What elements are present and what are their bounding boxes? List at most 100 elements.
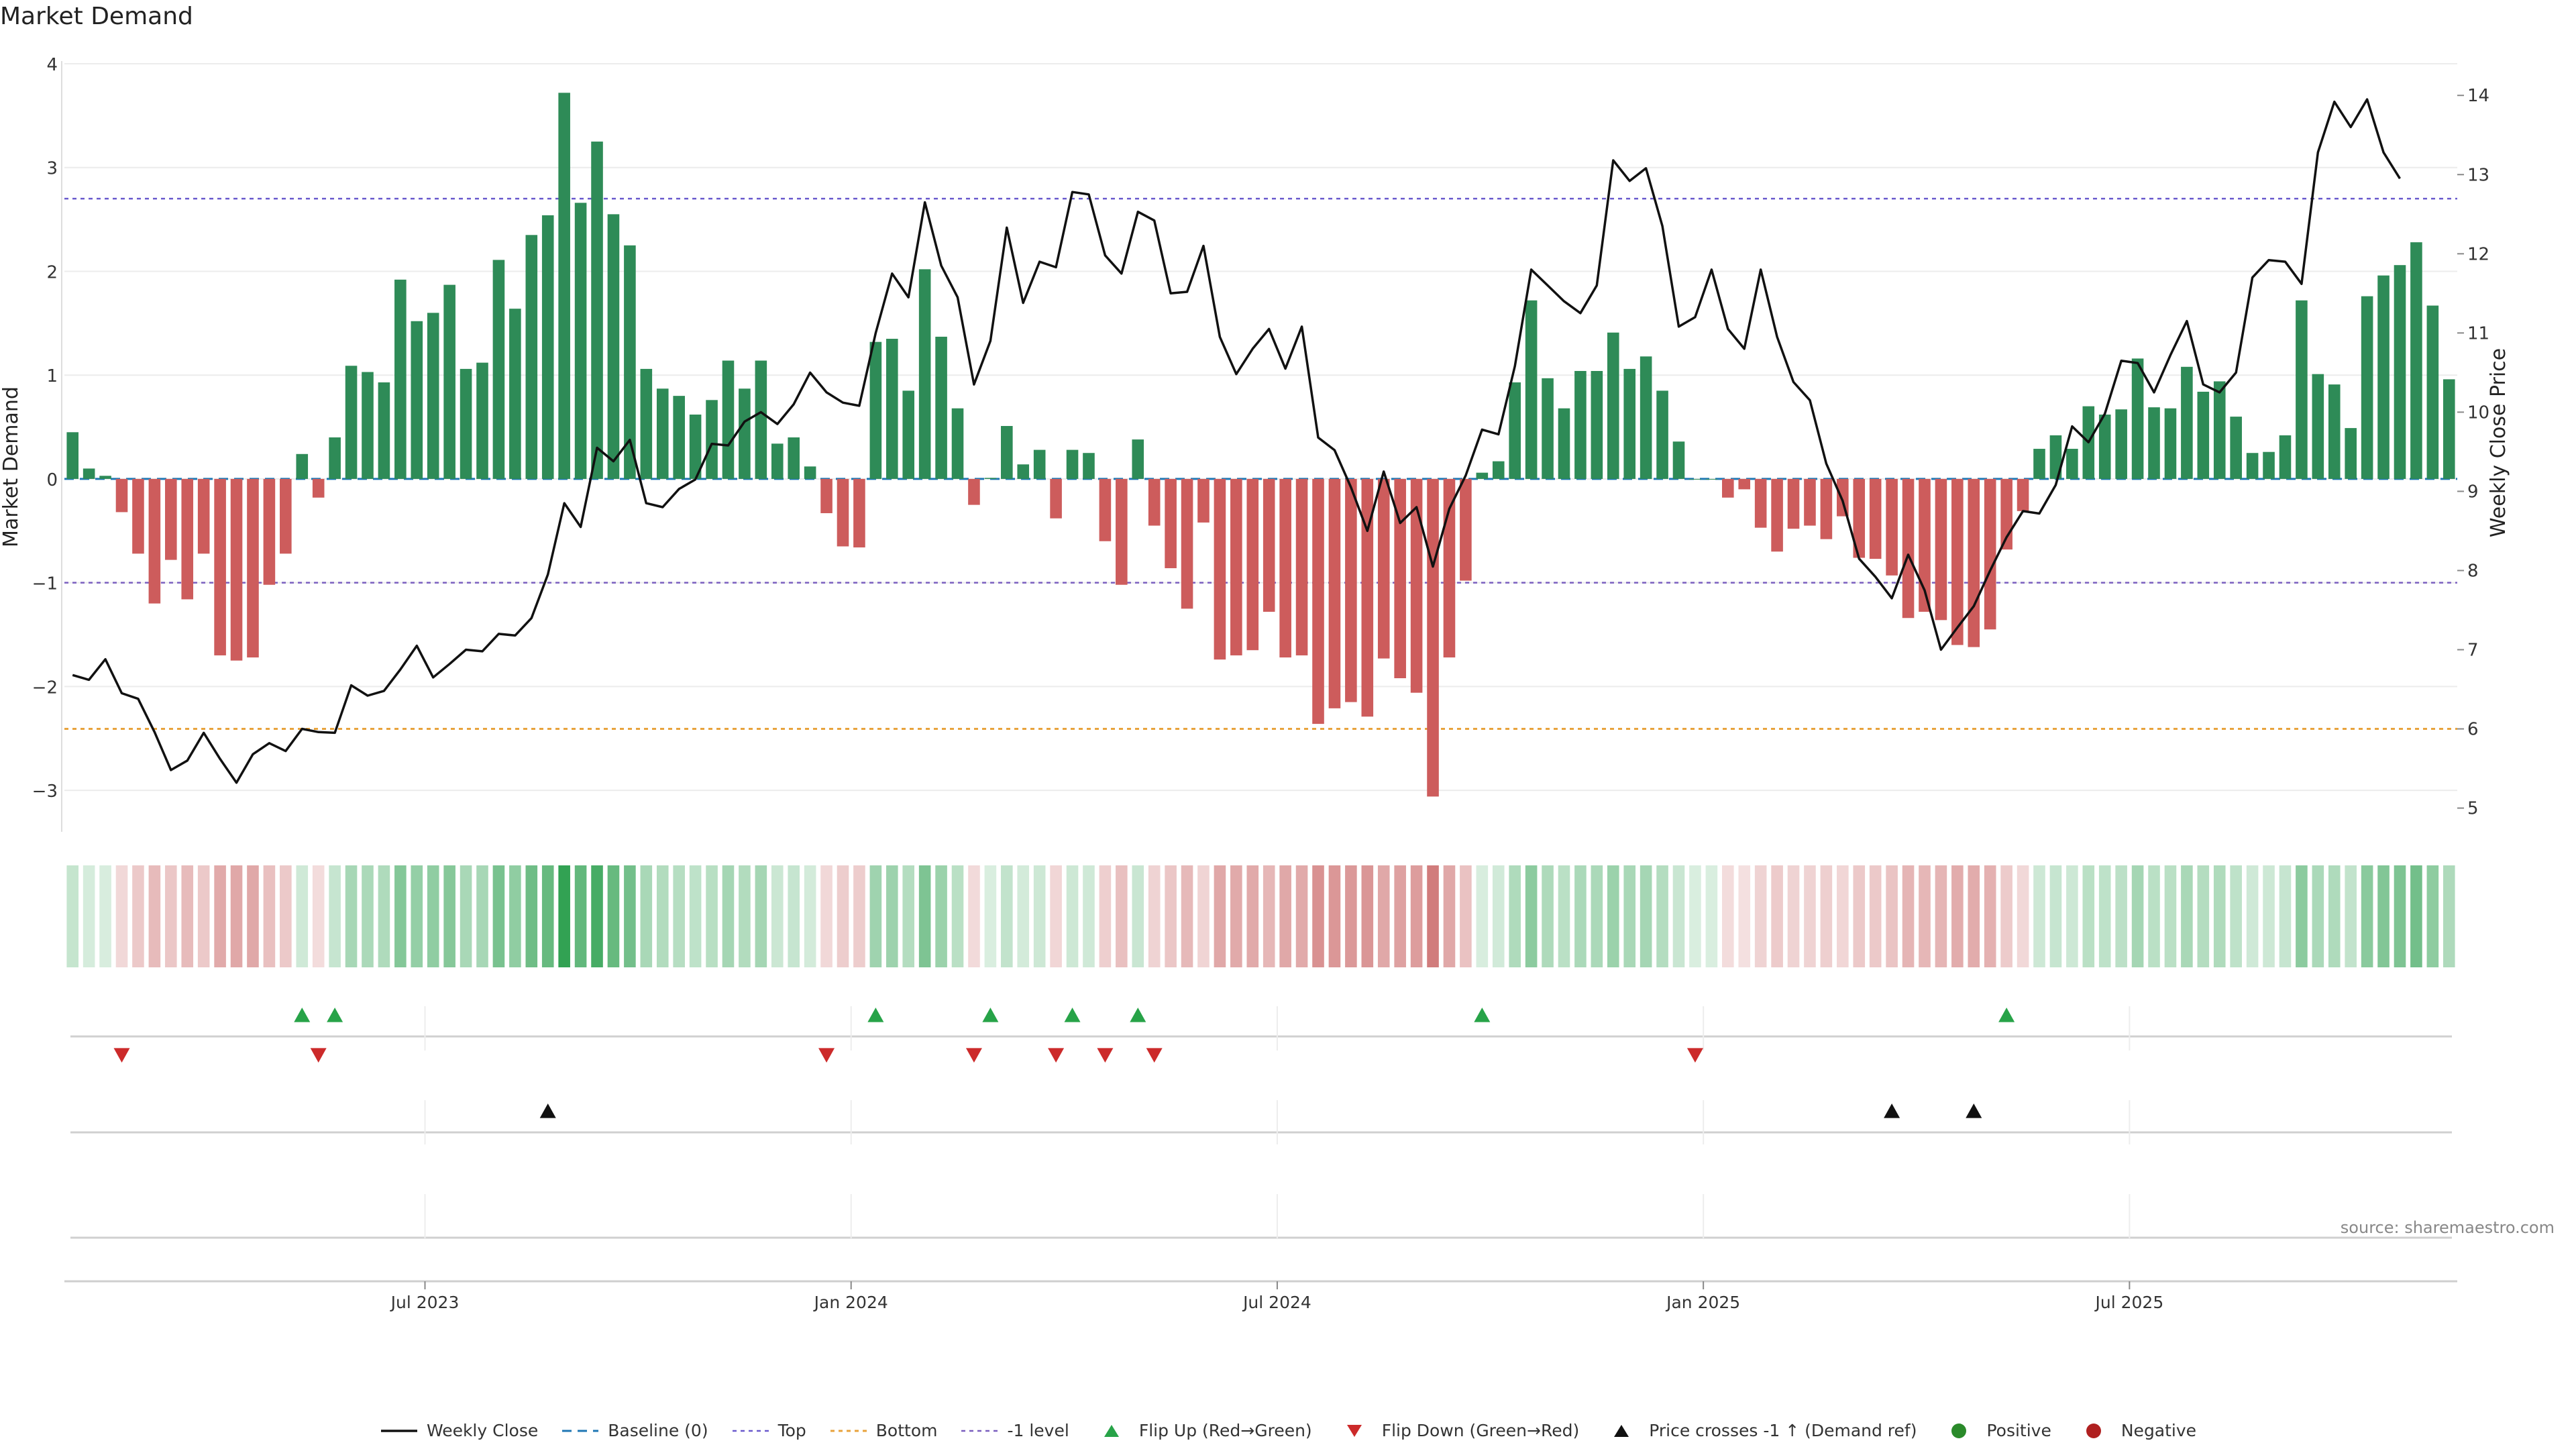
demand-bar — [1837, 478, 1849, 517]
demand-bar — [476, 362, 488, 479]
heatmap-cell — [1361, 865, 1374, 967]
demand-bar — [2443, 379, 2455, 479]
demand-bar — [1050, 478, 1062, 519]
heatmap-cell — [853, 865, 865, 967]
demand-bar — [1492, 461, 1505, 479]
heatmap-cell — [2410, 865, 2422, 967]
flip-down-marker — [818, 1048, 835, 1063]
flip-down-marker — [1686, 1048, 1703, 1063]
demand-bar — [1427, 478, 1439, 797]
heatmap-cell — [2049, 865, 2062, 967]
heatmap-cell — [1820, 865, 1833, 967]
heatmap-cell — [394, 865, 407, 967]
demand-bar — [165, 478, 177, 560]
heatmap-cell — [1017, 865, 1030, 967]
demand-bar — [214, 478, 226, 655]
heatmap-cell — [1132, 865, 1144, 967]
demand-bar — [1722, 478, 1734, 498]
demand-bar — [1116, 478, 1128, 585]
flip-up-marker — [1130, 1008, 1146, 1022]
demand-bar — [804, 466, 816, 479]
legend-item-flip-up: Flip Up (Red→Green) — [1092, 1421, 1312, 1440]
heatmap-cell — [1837, 865, 1849, 967]
heatmap-cell — [2394, 865, 2406, 967]
legend-item-weekly-close: Weekly Close — [380, 1421, 538, 1440]
flip-down-marker — [1097, 1048, 1114, 1063]
heatmap-cell — [968, 865, 980, 967]
demand-bar — [853, 478, 865, 548]
heatmap-cell — [443, 865, 455, 967]
flip-up-marker — [982, 1008, 999, 1022]
heatmap-cell — [541, 865, 554, 967]
demand-bar — [885, 339, 898, 479]
demand-bar — [280, 478, 292, 554]
legend-symbol-positive — [1951, 1423, 1967, 1438]
heatmap-cell — [280, 865, 292, 967]
demand-bar — [1623, 368, 1636, 479]
legend-symbol-flip-down — [1346, 1424, 1362, 1437]
demand-bar — [935, 336, 947, 479]
heatmap-cell — [837, 865, 849, 967]
heatmap-cell — [2000, 865, 2012, 967]
demand-bar — [1476, 472, 1489, 479]
demand-bar — [115, 478, 128, 513]
demand-bar — [1640, 356, 1652, 479]
heatmap-cell — [1230, 865, 1242, 967]
demand-bar — [2131, 358, 2144, 479]
demand-bar — [755, 360, 767, 479]
heatmap-cell — [2181, 865, 2193, 967]
demand-bar — [1443, 478, 1456, 658]
heatmap-cell — [1656, 865, 1668, 967]
y2-tick-label: 13 — [2467, 165, 2489, 185]
demand-bar — [1672, 441, 1685, 479]
x-tick-label: Jul 2025 — [2094, 1293, 2164, 1312]
demand-bar — [132, 478, 144, 554]
demand-bar — [362, 372, 374, 479]
demand-bar — [296, 453, 309, 479]
y2-tick-label: 7 — [2467, 641, 2479, 661]
heatmap-cell — [788, 865, 800, 967]
heatmap-cell — [2361, 865, 2373, 967]
heatmap-cell — [1443, 865, 1456, 967]
y2-tick-label: 5 — [2467, 799, 2479, 819]
heatmap-cell — [722, 865, 735, 967]
demand-bar — [2098, 414, 2111, 479]
legend-label: Weekly Close — [426, 1421, 539, 1440]
legend-item-baseline: Baseline (0) — [561, 1421, 708, 1440]
heatmap-cell — [951, 865, 964, 967]
heatmap-cell — [1591, 865, 1603, 967]
heatmap-cell — [1902, 865, 1915, 967]
legend-symbol-top — [732, 1430, 769, 1432]
heatmap-cell — [885, 865, 898, 967]
demand-bar — [1197, 478, 1210, 523]
y-tick-label: 4 — [46, 55, 58, 75]
heatmap-cell — [411, 865, 423, 967]
heatmap-cell — [329, 865, 341, 967]
heatmap-cell — [1410, 865, 1423, 967]
heatmap-cell — [1214, 865, 1226, 967]
demand-bar — [1345, 478, 1357, 702]
heatmap-cell — [804, 865, 816, 967]
heatmap-cell — [230, 865, 243, 967]
heatmap-cell — [902, 865, 915, 967]
heatmap-cell — [1083, 865, 1095, 967]
legend-item-price-crosses: Price crosses -1 ↑ (Demand ref) — [1602, 1421, 1917, 1440]
legend: Weekly Close Baseline (0) Top Bottom -1 leve… — [0, 1421, 2576, 1440]
heatmap-cell — [2279, 865, 2292, 967]
demand-bar — [1230, 478, 1242, 655]
demand-bar — [1591, 371, 1603, 479]
demand-bar — [1574, 371, 1587, 479]
demand-bar — [918, 269, 931, 479]
heatmap-cell — [1607, 865, 1619, 967]
heatmap-cell — [525, 865, 538, 967]
heatmap-cell — [1328, 865, 1341, 967]
demand-bar — [2263, 451, 2275, 479]
y2-tick-label: 9 — [2467, 482, 2479, 502]
x-tick-label: Jul 2024 — [1242, 1293, 1311, 1312]
heatmap-cell — [607, 865, 620, 967]
demand-bar — [1246, 478, 1259, 651]
demand-bar — [1951, 478, 1964, 645]
heatmap-cell — [197, 865, 210, 967]
heatmap-cell — [2164, 865, 2177, 967]
